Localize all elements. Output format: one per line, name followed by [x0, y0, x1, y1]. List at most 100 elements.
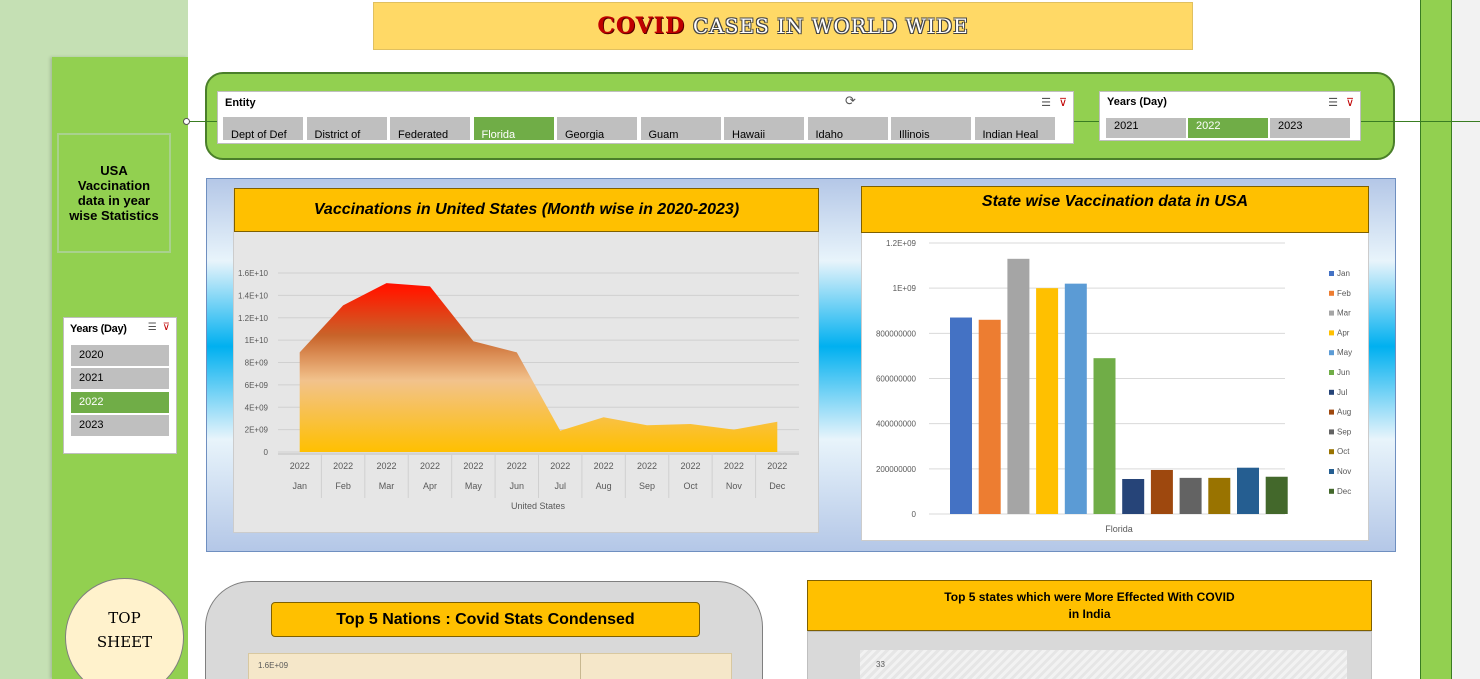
legend-label-feb: Feb — [1337, 289, 1351, 298]
nations-chart[interactable] — [248, 653, 732, 679]
area-x-tick-jul: Jul — [554, 481, 566, 491]
bar-oct[interactable] — [1208, 477, 1231, 514]
bar-jan[interactable] — [950, 317, 972, 514]
area-x-tick-year: 2022 — [724, 461, 744, 471]
bar-chart: 0 200000000 400000000 600000000 800000000 1E+… — [876, 239, 1352, 534]
years-left-item-2022[interactable]: 2022 — [71, 391, 169, 413]
bar-y-tick-label: 400000000 — [876, 420, 917, 429]
years-top-item-2023[interactable]: 2023 — [1270, 118, 1350, 138]
years-top-item-2022[interactable]: 2022 — [1188, 118, 1268, 138]
legend-label-aug: Aug — [1337, 408, 1351, 417]
bar-dec[interactable] — [1265, 476, 1288, 514]
legend-swatch-sep — [1329, 429, 1334, 435]
entity-item-district-of[interactable]: District of — [306, 117, 387, 140]
resize-handle-left[interactable] — [183, 118, 190, 125]
area-x-tick-year: 2022 — [377, 461, 397, 471]
years-left-item-2021[interactable]: 2021 — [71, 368, 169, 390]
area-x-tick-nov: Nov — [726, 481, 743, 491]
bar-sep[interactable] — [1179, 477, 1202, 514]
years-slicer-top[interactable]: Years (Day) ☰ ⊽ 2021 2022 2023 — [1099, 91, 1361, 141]
area-x-tick-may: May — [465, 481, 483, 491]
bar-y-tick-label: 600000000 — [876, 375, 917, 384]
entity-item-hawaii[interactable]: Hawaii — [724, 117, 804, 140]
entity-item-indian-heal[interactable]: Indian Heal — [974, 117, 1055, 140]
area-x-tick-aug: Aug — [596, 481, 612, 491]
area-chart: 0 2E+09 4E+09 6E+09 8E+09 1E+10 1.2E+10 1.4E+10… — [238, 269, 799, 511]
entity-item-dept-of-def[interactable]: Dept of Def — [223, 117, 303, 140]
entity-item-illinois[interactable]: Illinois — [891, 117, 971, 140]
multi-select-icon[interactable]: ☰ — [1041, 97, 1051, 109]
legend-swatch-apr — [1329, 330, 1334, 336]
years-left-item-2020[interactable]: 2020 — [71, 345, 169, 366]
area-y-tick-label: 2E+09 — [245, 426, 269, 435]
bar-jul[interactable] — [1122, 478, 1145, 514]
clear-filter-icon[interactable]: ⊽ — [1058, 97, 1067, 109]
legend-swatch-jan — [1329, 271, 1334, 276]
usa-vaccination-label: USA Vaccination data in year wise Statis… — [57, 133, 171, 253]
legend-swatch-feb — [1329, 290, 1334, 296]
entity-item-guam[interactable]: Guam — [640, 117, 721, 140]
area-x-tick-year: 2022 — [290, 461, 310, 471]
legend-label-mar: Mar — [1337, 309, 1351, 318]
right-band — [1420, 0, 1452, 679]
legend-label-oct: Oct — [1337, 447, 1350, 456]
area-x-tick-year: 2022 — [333, 461, 353, 471]
dashboard-title: COVID CASES IN WORLD WIDE — [373, 2, 1193, 50]
legend-label-sep: Sep — [1337, 427, 1352, 436]
clear-filter-icon[interactable]: ⊽ — [162, 322, 170, 333]
entity-slicer[interactable]: Entity ☰ ⊽ ⟳ Dept of Def District of Feder… — [217, 91, 1074, 144]
area-x-axis-label: United States — [511, 501, 566, 511]
area-x-tick-year: 2022 — [507, 461, 527, 471]
area-y-tick-label: 1.2E+10 — [238, 314, 269, 323]
area-x-tick-oct: Oct — [683, 481, 698, 491]
area-x-tick-year: 2022 — [420, 461, 440, 471]
nations-y-tick: 1.6E+09 — [258, 661, 289, 670]
legend-label-may: May — [1337, 348, 1352, 357]
area-x-tick-dec: Dec — [769, 481, 786, 491]
entity-item-idaho[interactable]: Idaho — [807, 117, 888, 140]
bar-y-tick-label: 800000000 — [876, 329, 917, 338]
area-x-tick-feb: Feb — [335, 481, 351, 491]
area-x-tick-mar: Mar — [379, 481, 395, 491]
nations-chart-divider — [580, 653, 581, 679]
legend-label-jan: Jan — [1337, 269, 1350, 278]
multi-select-icon[interactable]: ☰ — [1328, 97, 1338, 109]
india-chart-title: Top 5 states which were More Effected Wi… — [807, 580, 1372, 631]
bar-feb[interactable] — [978, 319, 1001, 514]
bar-mar[interactable] — [1007, 258, 1030, 514]
years-left-item-2023[interactable]: 2023 — [71, 414, 169, 436]
entity-slicer-header: Entity — [225, 97, 256, 109]
bar-may[interactable] — [1064, 283, 1087, 514]
top-sheet-line2: SHEET — [96, 632, 153, 651]
years-slicer-left[interactable]: Years (Day) ☰ ⊽ 2020 2021 2022 2023 — [63, 317, 177, 454]
legend-label-jun: Jun — [1337, 368, 1350, 377]
bar-apr[interactable] — [1036, 288, 1059, 514]
entity-item-georgia[interactable]: Georgia — [557, 117, 637, 140]
years-slicer-top-header: Years (Day) — [1107, 96, 1167, 108]
rotate-handle-icon[interactable]: ⟳ — [845, 93, 856, 108]
nations-chart-title: Top 5 Nations : Covid Stats Condensed — [271, 602, 700, 637]
area-x-tick-year: 2022 — [767, 461, 787, 471]
area-x-tick-sep: Sep — [639, 481, 655, 491]
bar-y-tick-label: 1.2E+09 — [886, 239, 917, 248]
clear-filter-icon[interactable]: ⊽ — [1345, 97, 1354, 109]
india-chart-plot — [860, 650, 1347, 679]
legend-swatch-oct — [1329, 449, 1334, 455]
years-top-item-2021[interactable]: 2021 — [1106, 118, 1186, 138]
bar-nov[interactable] — [1237, 467, 1259, 514]
top-sheet-button[interactable]: TOP SHEET — [65, 578, 184, 679]
title-rest: CASES IN WORLD WIDE — [693, 14, 969, 38]
area-chart-title: Vaccinations in United States (Month wis… — [234, 188, 819, 232]
area-x-tick-year: 2022 — [594, 461, 614, 471]
india-chart-title-line1: Top 5 states which were More Effected Wi… — [944, 589, 1235, 604]
india-chart-title-line2: in India — [1068, 606, 1111, 621]
legend-label-jul: Jul — [1337, 388, 1347, 397]
area-y-tick-label: 0 — [264, 448, 269, 457]
legend-swatch-mar — [1329, 310, 1334, 316]
entity-item-florida[interactable]: Florida — [473, 117, 554, 140]
bar-aug[interactable] — [1150, 469, 1173, 514]
bar-jun[interactable] — [1093, 358, 1116, 514]
multi-select-icon[interactable]: ☰ — [147, 322, 157, 333]
entity-item-federated[interactable]: Federated — [390, 117, 470, 140]
area-x-tick-jan: Jan — [292, 481, 307, 491]
